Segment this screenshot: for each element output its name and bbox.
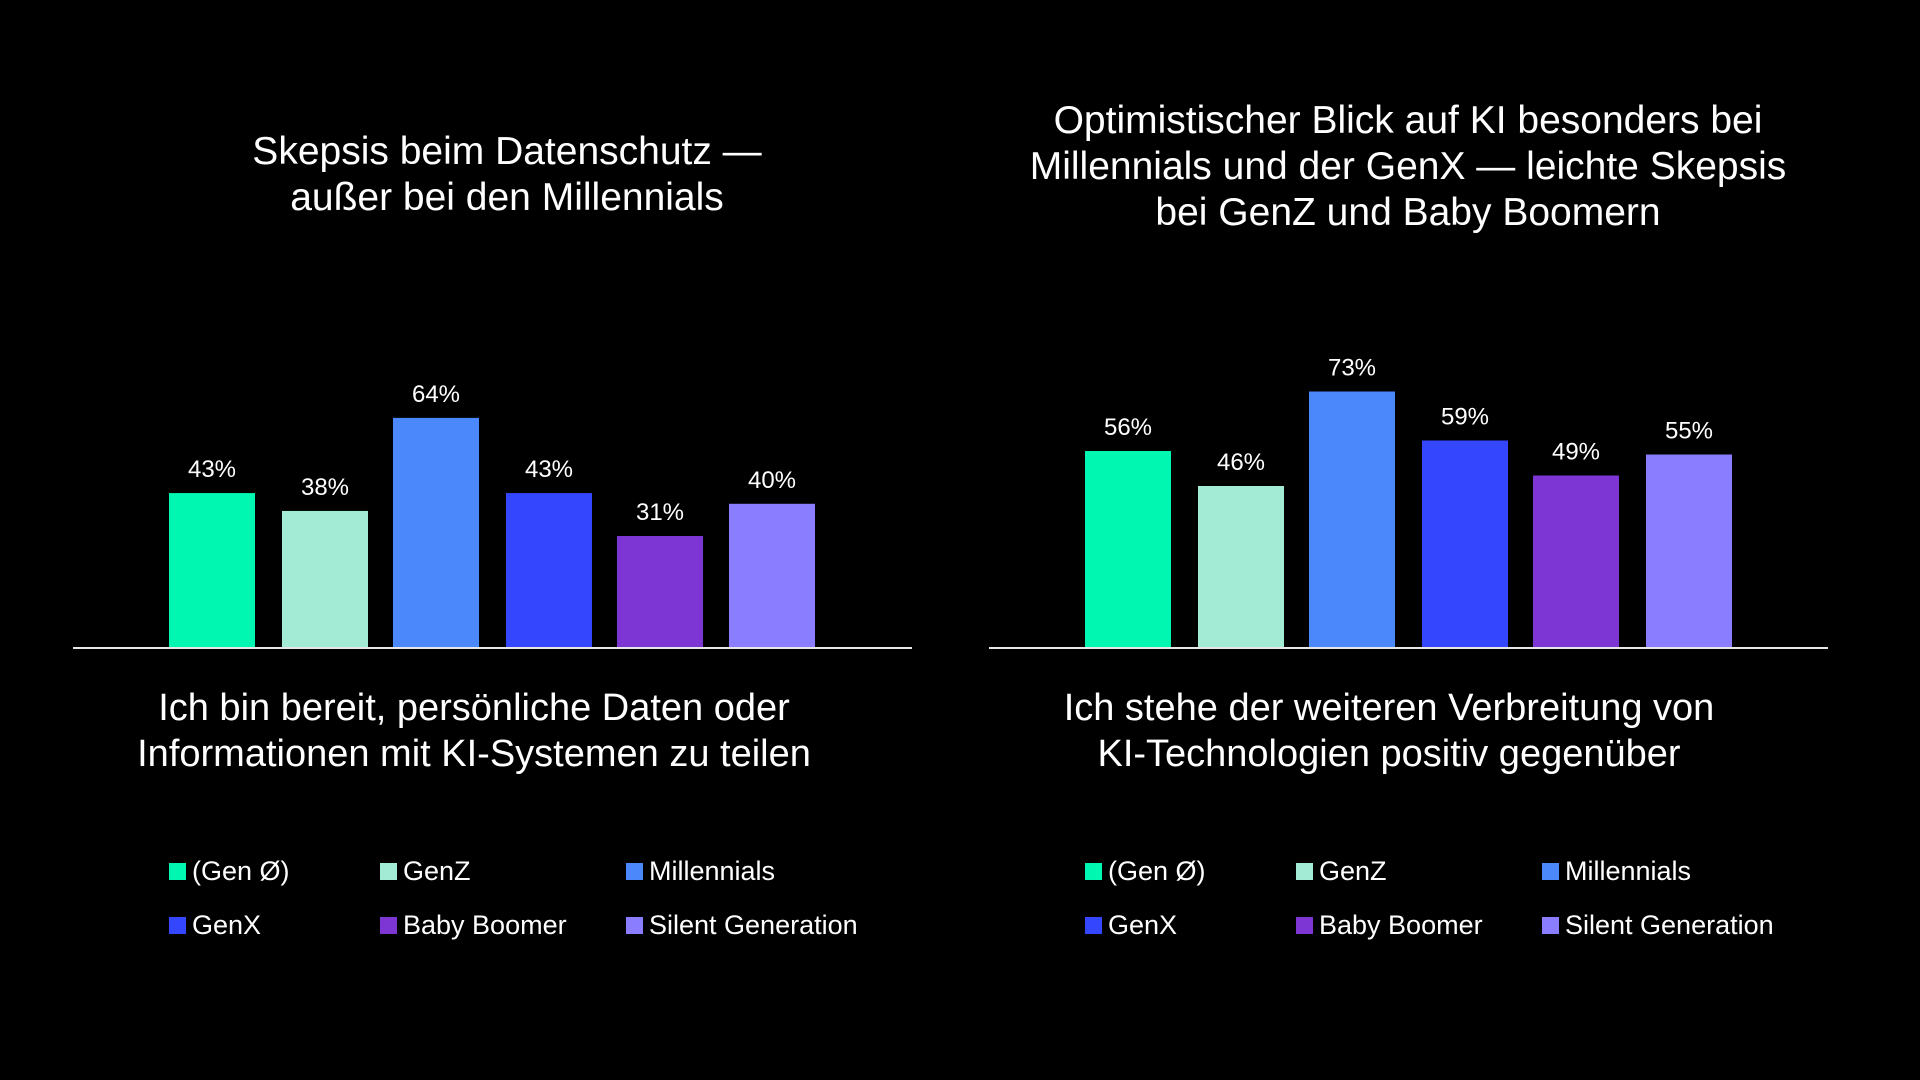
legend-item: Millennials <box>1542 856 1691 886</box>
legend-swatch <box>626 916 643 934</box>
legend-swatch <box>626 862 643 880</box>
legend-item: GenX <box>1085 910 1177 940</box>
legend-item: GenX <box>169 910 261 940</box>
bar-genx <box>1422 440 1508 647</box>
bar-silent-generation <box>1646 454 1732 647</box>
x-axis-label-line: Informationen mit KI-Systemen zu teilen <box>137 733 811 775</box>
legend-item: Silent Generation <box>626 910 858 940</box>
legend-item: Silent Generation <box>1542 910 1774 940</box>
bar-millennials <box>1309 391 1395 647</box>
legend-swatch <box>380 916 397 934</box>
chart-title: Optimistischer Blick auf KI besonders be… <box>1030 98 1787 236</box>
legend-item: GenZ <box>380 856 471 886</box>
x-axis-label: Ich bin bereit, persönliche Daten oder I… <box>137 685 811 777</box>
data-label: 55% <box>1665 418 1713 445</box>
bar-baby-boomer <box>1533 475 1619 647</box>
bar-chart: 43% 38% 64% 43% 31% 40% <box>73 381 912 649</box>
legend-swatch <box>1085 862 1102 880</box>
legend-item: Baby Boomer <box>1296 910 1483 940</box>
chart-title-line: außer bei den Millennials <box>290 176 724 219</box>
legend-label: Millennials <box>649 855 776 886</box>
chart-title-line: Optimistischer Blick auf KI besonders be… <box>1053 99 1763 142</box>
data-label: 64% <box>412 381 460 408</box>
legend-item: Millennials <box>626 856 775 886</box>
chart-title-line: Skepsis beim Datenschutz — <box>252 130 762 173</box>
bar-baby-boomer <box>617 536 703 647</box>
bar-genx <box>506 493 592 647</box>
bar-genz <box>1198 486 1284 647</box>
legend-swatch <box>1542 862 1559 880</box>
legend-label: GenZ <box>1319 855 1387 886</box>
chart-title-line: bei GenZ und Baby Boomern <box>1155 191 1661 234</box>
x-axis-label-line: KI-Technologien positiv gegenüber <box>1097 733 1681 775</box>
legend-item: GenZ <box>1296 856 1387 886</box>
legend-label: Baby Boomer <box>1319 909 1483 940</box>
bar-genz <box>282 510 368 647</box>
legend-swatch <box>1085 916 1102 934</box>
chart-panel-left: Skepsis beim Datenschutz — außer bei den… <box>73 129 912 940</box>
bar-millennials <box>393 417 479 647</box>
data-label: 73% <box>1328 355 1376 382</box>
bar-silent-generation <box>729 503 815 647</box>
data-label: 38% <box>301 474 349 501</box>
legend-label: Millennials <box>1565 855 1692 886</box>
data-label: 43% <box>188 456 236 483</box>
chart-title: Skepsis beim Datenschutz — außer bei den… <box>252 129 761 221</box>
data-label: 43% <box>525 456 573 483</box>
legend-label: Baby Boomer <box>403 909 567 940</box>
data-label: 59% <box>1441 404 1489 431</box>
legend-swatch <box>1296 862 1313 880</box>
legend-swatch <box>1542 916 1559 934</box>
legend-label: (Gen Ø) <box>1108 855 1206 886</box>
legend-swatch <box>1296 916 1313 934</box>
legend-label: (Gen Ø) <box>192 855 290 886</box>
data-label: 40% <box>748 467 796 494</box>
legend-item: (Gen Ø) <box>169 856 290 886</box>
data-label: 31% <box>636 499 684 526</box>
data-label: 56% <box>1104 414 1152 441</box>
legend-item: (Gen Ø) <box>1085 856 1206 886</box>
chart-title-line: Millennials und der GenX — leichte Skeps… <box>1029 145 1787 188</box>
legend-label: GenZ <box>403 855 471 886</box>
legend-label: Silent Generation <box>649 909 858 940</box>
bar-gen <box>169 493 255 647</box>
data-label: 46% <box>1217 449 1265 476</box>
legend-swatch <box>169 862 186 880</box>
legend-swatch <box>380 862 397 880</box>
data-label: 49% <box>1552 439 1600 466</box>
legend-swatch <box>169 916 186 934</box>
legend-label: GenX <box>192 909 262 940</box>
legend-label: Silent Generation <box>1565 909 1774 940</box>
x-axis-label: Ich stehe der weiteren Verbreitung von K… <box>1064 685 1715 777</box>
legend-item: Baby Boomer <box>380 910 567 940</box>
x-axis-label-line: Ich bin bereit, persönliche Daten oder <box>158 687 790 729</box>
x-axis-label-line: Ich stehe der weiteren Verbreitung von <box>1063 687 1715 729</box>
bar-gen <box>1085 451 1171 647</box>
legend-label: GenX <box>1108 909 1178 940</box>
